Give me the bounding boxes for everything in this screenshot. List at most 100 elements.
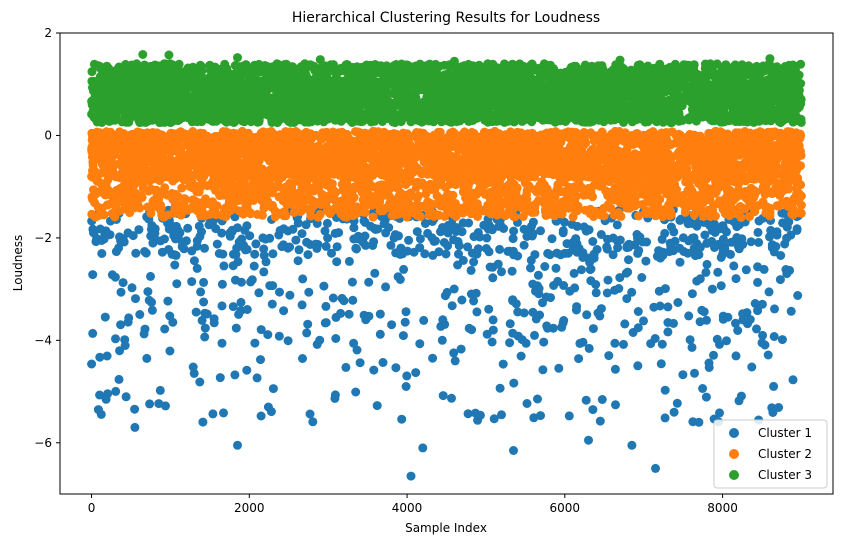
data-point [694,205,704,215]
data-point [123,317,133,327]
data-point [160,136,170,146]
data-point [236,277,246,287]
data-point [414,179,424,189]
data-point [763,350,773,360]
data-point [179,244,189,254]
data-point [669,407,679,417]
data-point [492,143,502,153]
data-point [750,299,760,308]
data-point [656,182,666,192]
data-point [357,187,367,197]
data-point [530,330,539,340]
data-point [450,178,460,188]
data-point [528,217,538,227]
data-point [791,166,801,176]
data-point [668,167,678,177]
data-point [449,348,459,358]
data-point [219,261,229,271]
data-point [170,260,180,270]
data-point [651,463,660,473]
data-point [527,231,537,241]
data-point [220,143,230,153]
data-point [740,158,750,168]
data-point [634,246,644,255]
data-point [359,132,369,142]
data-point [610,364,620,374]
data-point [685,335,695,345]
data-point [467,188,477,198]
data-point [436,201,446,211]
data-point [171,250,181,260]
data-point [741,172,751,182]
data-point [588,324,598,334]
data-point [772,201,782,211]
data-point [687,233,697,243]
data-point [279,306,289,316]
data-point [393,272,403,282]
data-point [423,197,433,207]
data-point [757,175,767,185]
data-point [507,266,517,276]
data-point [782,222,792,232]
data-point [315,163,325,173]
data-point [198,417,208,427]
data-point [769,332,779,341]
data-point [614,284,624,293]
data-point [135,310,145,319]
data-point [399,172,409,182]
data-point [653,194,663,204]
data-point [158,212,168,222]
data-point [87,359,97,369]
data-point [495,244,505,254]
data-point [151,201,160,211]
data-point [372,401,382,411]
data-point [118,278,128,288]
data-point [731,318,740,328]
data-point [551,163,561,173]
data-point [195,128,205,138]
data-point [130,150,140,160]
data-point [596,210,606,220]
data-point [226,196,236,206]
data-point [633,307,643,316]
data-point [692,249,702,258]
data-point [261,234,271,244]
data-point [591,280,601,289]
data-point [217,301,227,311]
data-point [448,127,458,137]
data-point [551,263,561,273]
data-point [553,180,563,190]
data-point [398,331,408,341]
data-point [350,203,360,213]
data-point [144,295,154,305]
data-point [298,135,308,145]
data-point [522,399,532,408]
data-point [777,335,787,345]
data-point [619,339,628,349]
data-point [413,130,423,140]
data-point [611,400,620,410]
data-point [560,171,570,181]
data-point [456,344,466,354]
data-point [99,234,109,244]
data-point [319,150,329,160]
data-point [763,137,773,147]
data-point [658,250,668,260]
data-point [245,167,255,177]
data-point [683,186,693,196]
data-point [416,212,425,221]
data-point [482,233,492,243]
data-point [596,230,606,239]
data-point [157,146,167,156]
data-point [279,142,289,152]
data-point [454,249,463,259]
data-point [779,152,789,162]
data-point [201,164,211,174]
data-point [418,443,428,453]
data-point [220,206,230,216]
data-point [723,192,733,201]
data-point [322,218,332,228]
data-point [185,153,195,163]
data-point [497,267,506,277]
data-point [612,220,622,230]
